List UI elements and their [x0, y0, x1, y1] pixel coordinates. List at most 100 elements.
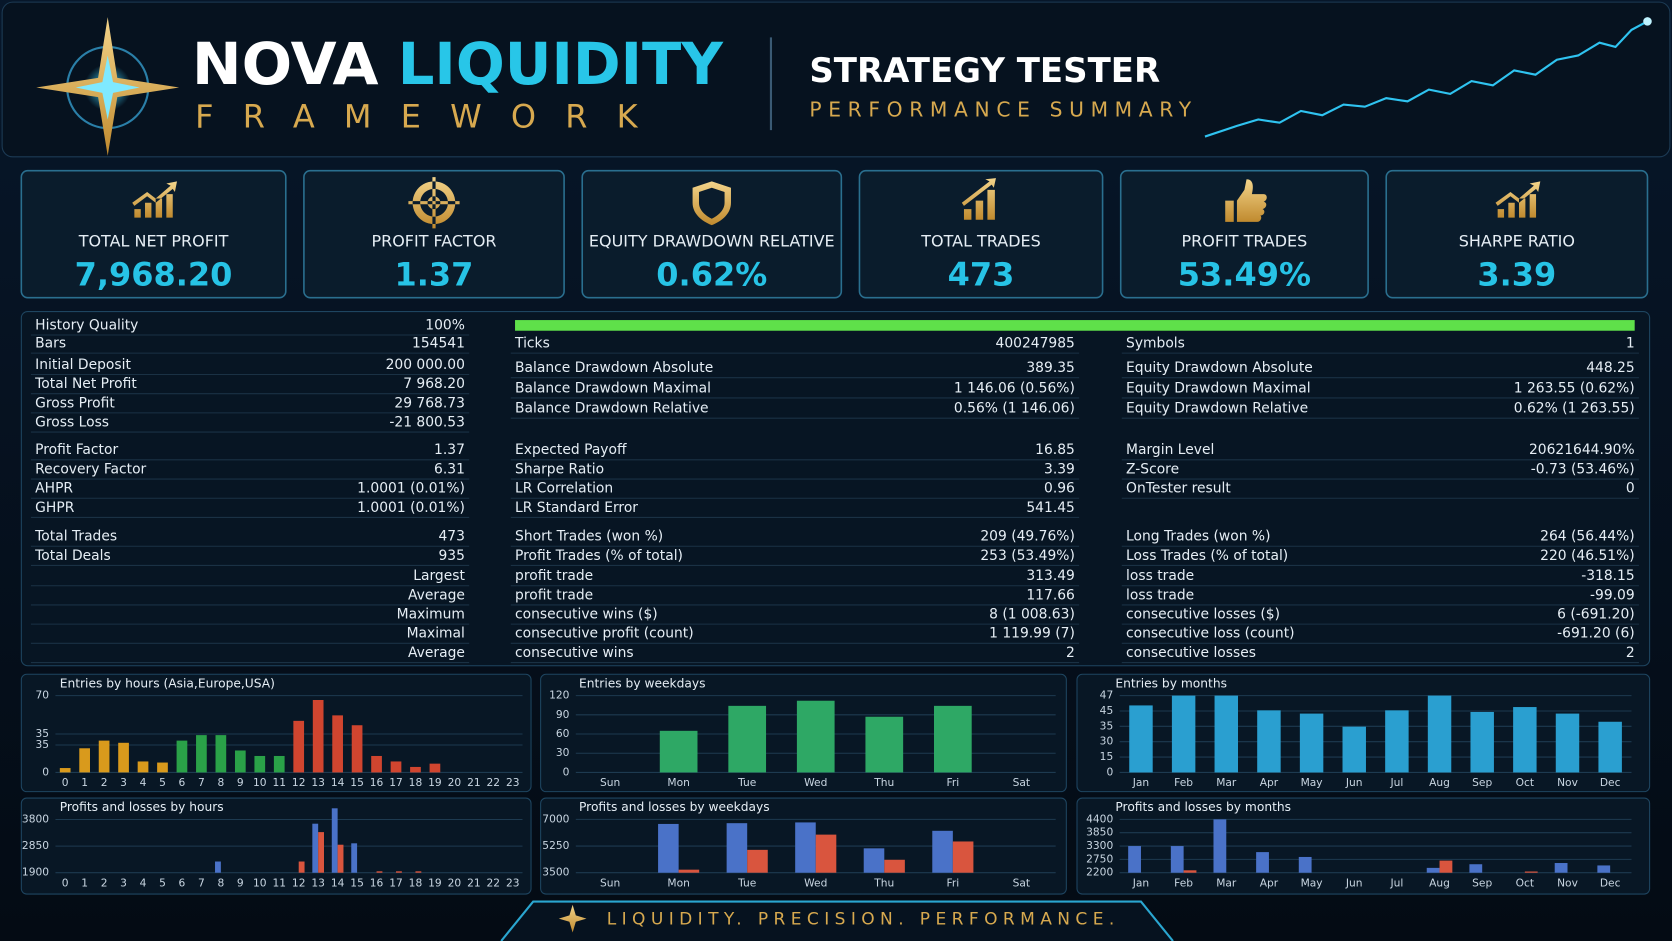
x-tick-label: Aug	[1429, 876, 1450, 889]
logo	[36, 17, 180, 156]
bar	[137, 761, 149, 773]
x-tick-label: Thu	[873, 876, 894, 889]
bar	[298, 861, 305, 873]
stat-value: 8 (1 008.63)	[989, 607, 1075, 623]
bar	[215, 735, 227, 773]
x-tick-label: Sat	[1013, 776, 1030, 789]
x-tick-label: 14	[331, 776, 345, 789]
x-tick-label: Thu	[873, 776, 894, 789]
x-tick-label: Nov	[1557, 776, 1578, 789]
x-tick-label: Mon	[667, 776, 689, 789]
x-tick-label: Apr	[1260, 776, 1279, 789]
bar	[410, 766, 421, 773]
stat-label: Sharpe Ratio	[515, 461, 604, 477]
x-tick-label: 1	[81, 776, 88, 789]
stat-label: Total Net Profit	[34, 376, 137, 392]
bar	[176, 740, 188, 773]
bar	[118, 742, 129, 773]
x-tick-label: 12	[292, 876, 306, 889]
y-tick-label: 45	[1100, 704, 1114, 717]
footer	[500, 900, 1174, 941]
x-tick-label: 2	[101, 876, 108, 889]
header-decoration-dot	[1643, 17, 1652, 26]
kpi-icon	[961, 178, 996, 220]
header-panel	[1, 1, 1671, 158]
x-tick-label: Oct	[1516, 776, 1534, 789]
bar	[1299, 713, 1324, 773]
stat-label: GHPR	[35, 500, 75, 516]
stat-value: 0	[1626, 481, 1635, 497]
x-tick-label: 0	[62, 776, 69, 789]
stat-label: Expected Payoff	[515, 442, 627, 458]
stat-label: consecutive loss (count)	[1126, 626, 1295, 642]
stat-value: 16.85	[1035, 442, 1075, 458]
stat-label: Recovery Factor	[35, 461, 146, 477]
stat-label: Equity Drawdown Maximal	[1126, 380, 1311, 396]
stat-label: Profit Trades (% of total)	[515, 548, 683, 564]
x-tick-label: Tue	[737, 876, 756, 889]
x-tick-label: 14	[331, 876, 345, 889]
x-tick-label: 6	[179, 776, 186, 789]
x-tick-label: 5	[159, 776, 166, 789]
x-tick-label: Jul	[1389, 776, 1403, 789]
kpi-icon	[692, 181, 731, 226]
stat-label: Loss Trades (% of total)	[1126, 548, 1288, 564]
y-tick-label: 3850	[1086, 826, 1113, 839]
bar	[1513, 707, 1537, 773]
x-tick-label: 18	[409, 776, 423, 789]
bar	[293, 720, 305, 773]
bar	[884, 859, 905, 873]
x-tick-label: 3	[120, 876, 127, 889]
stat-label: consecutive profit (count)	[515, 626, 694, 642]
stat-value: 1 146.06 (0.56%)	[954, 380, 1075, 396]
x-tick-label: Nov	[1557, 876, 1578, 889]
bar	[747, 849, 768, 873]
x-tick-label: 11	[272, 776, 286, 789]
stat-label: consecutive wins	[515, 645, 634, 661]
stat-label: Symbols	[1126, 336, 1185, 352]
bar	[1298, 856, 1312, 873]
kpi-card	[1385, 169, 1649, 299]
stat-value: 400247985	[996, 336, 1075, 352]
chart-title: Entries by hours (Asia,Europe,USA)	[60, 676, 275, 690]
x-tick-label: Mon	[667, 876, 689, 889]
bar	[312, 700, 324, 773]
bar	[1554, 863, 1568, 873]
x-tick-label: Dec	[1600, 776, 1621, 789]
x-tick-label: 19	[428, 776, 442, 789]
kpi-row: TOTAL NET PROFIT 7,968.20 PROFIT FACTOR 1.3…	[20, 169, 1649, 299]
stat-label: Maximal	[407, 626, 465, 642]
bar	[254, 755, 266, 773]
y-tick-label: 3300	[1086, 839, 1113, 852]
bar	[351, 725, 363, 773]
stat-label: Z-Score	[1126, 461, 1179, 477]
x-tick-label: 1	[81, 876, 88, 889]
bar	[728, 705, 767, 773]
bar	[312, 823, 319, 873]
y-tick-label: 7000	[542, 812, 569, 825]
x-tick-label: 5	[159, 876, 166, 889]
x-tick-label: 8	[217, 776, 224, 789]
y-tick-label: 5250	[542, 839, 569, 852]
x-tick-label: 17	[389, 776, 403, 789]
stat-value: 20621644.90%	[1529, 442, 1635, 458]
stat-label: Average	[408, 645, 465, 661]
y-tick-label: 2750	[1086, 852, 1113, 865]
kpi-card	[858, 169, 1104, 299]
stat-value: 541.45	[1026, 500, 1074, 516]
bar	[1598, 721, 1622, 773]
kpi-icon	[1495, 181, 1541, 218]
bar	[390, 761, 402, 773]
stat-value: 117.66	[1026, 587, 1074, 603]
bar	[415, 871, 422, 873]
kpi-card	[20, 169, 287, 299]
x-tick-label: 10	[253, 776, 267, 789]
bar	[332, 715, 343, 773]
x-tick-label: 6	[179, 876, 186, 889]
x-tick-label: 20	[448, 876, 462, 889]
y-tick-label: 4400	[1086, 812, 1113, 825]
bar	[815, 834, 837, 873]
stat-label: consecutive losses ($)	[1126, 607, 1280, 623]
